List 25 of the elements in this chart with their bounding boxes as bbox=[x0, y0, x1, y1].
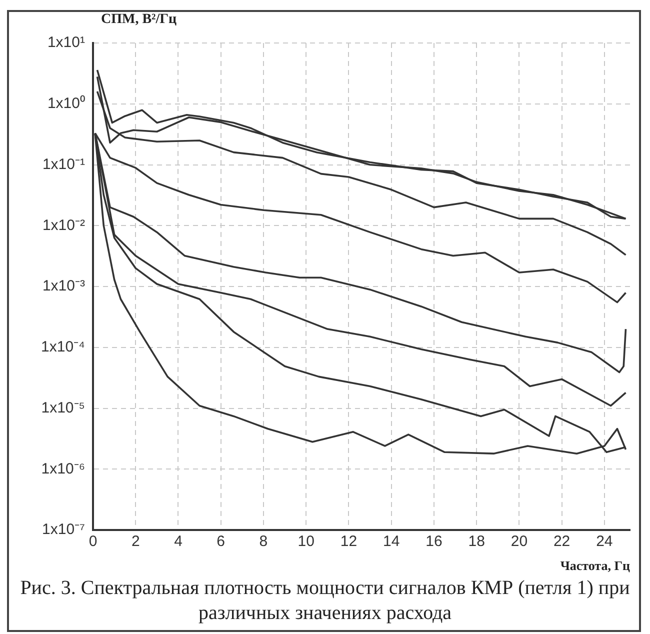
x-tick-label: 20 bbox=[510, 533, 528, 550]
y-tick-label: 1x10⁻⁵ bbox=[41, 399, 85, 416]
x-tick-label: 18 bbox=[468, 533, 485, 550]
y-tick-label: 1x10¹ bbox=[47, 34, 85, 52]
y-tick-label: 1x10⁻³ bbox=[42, 278, 85, 295]
x-tick-label: 2 bbox=[131, 533, 140, 550]
x-tick-label: 8 bbox=[259, 533, 268, 550]
y-tick-label: 1x10⁰ bbox=[47, 95, 85, 112]
text: Рис. 3. Спектральная плотность мощности сигналов КМР (петля 1) при различных значениях расхода bbox=[20, 576, 630, 626]
x-axis-title: Частота, Гц bbox=[560, 558, 630, 573]
y-axis-title: СПМ, В²/Гц bbox=[101, 12, 177, 27]
y-tick-label: 1x10⁻⁴ bbox=[41, 338, 85, 356]
x-tick-label: 14 bbox=[382, 533, 400, 550]
x-tick-label: 10 bbox=[298, 533, 314, 550]
x-tick-label: 12 bbox=[340, 533, 358, 550]
x-tick-label: 16 bbox=[426, 533, 442, 550]
y-tick-label: 1x10⁻¹ bbox=[42, 156, 85, 173]
y-tick-label: 1x10⁻² bbox=[42, 216, 85, 234]
x-tick-label: 22 bbox=[553, 533, 570, 550]
x-tick-label: 24 bbox=[596, 533, 613, 550]
x-tick-label: 6 bbox=[216, 533, 226, 550]
y-tick-label: 1x10⁻⁶ bbox=[41, 460, 85, 478]
x-tick-label: 4 bbox=[174, 533, 182, 550]
x-tick-label: 0 bbox=[88, 533, 98, 550]
y-tick-label: 1x10⁻⁷ bbox=[42, 521, 85, 538]
